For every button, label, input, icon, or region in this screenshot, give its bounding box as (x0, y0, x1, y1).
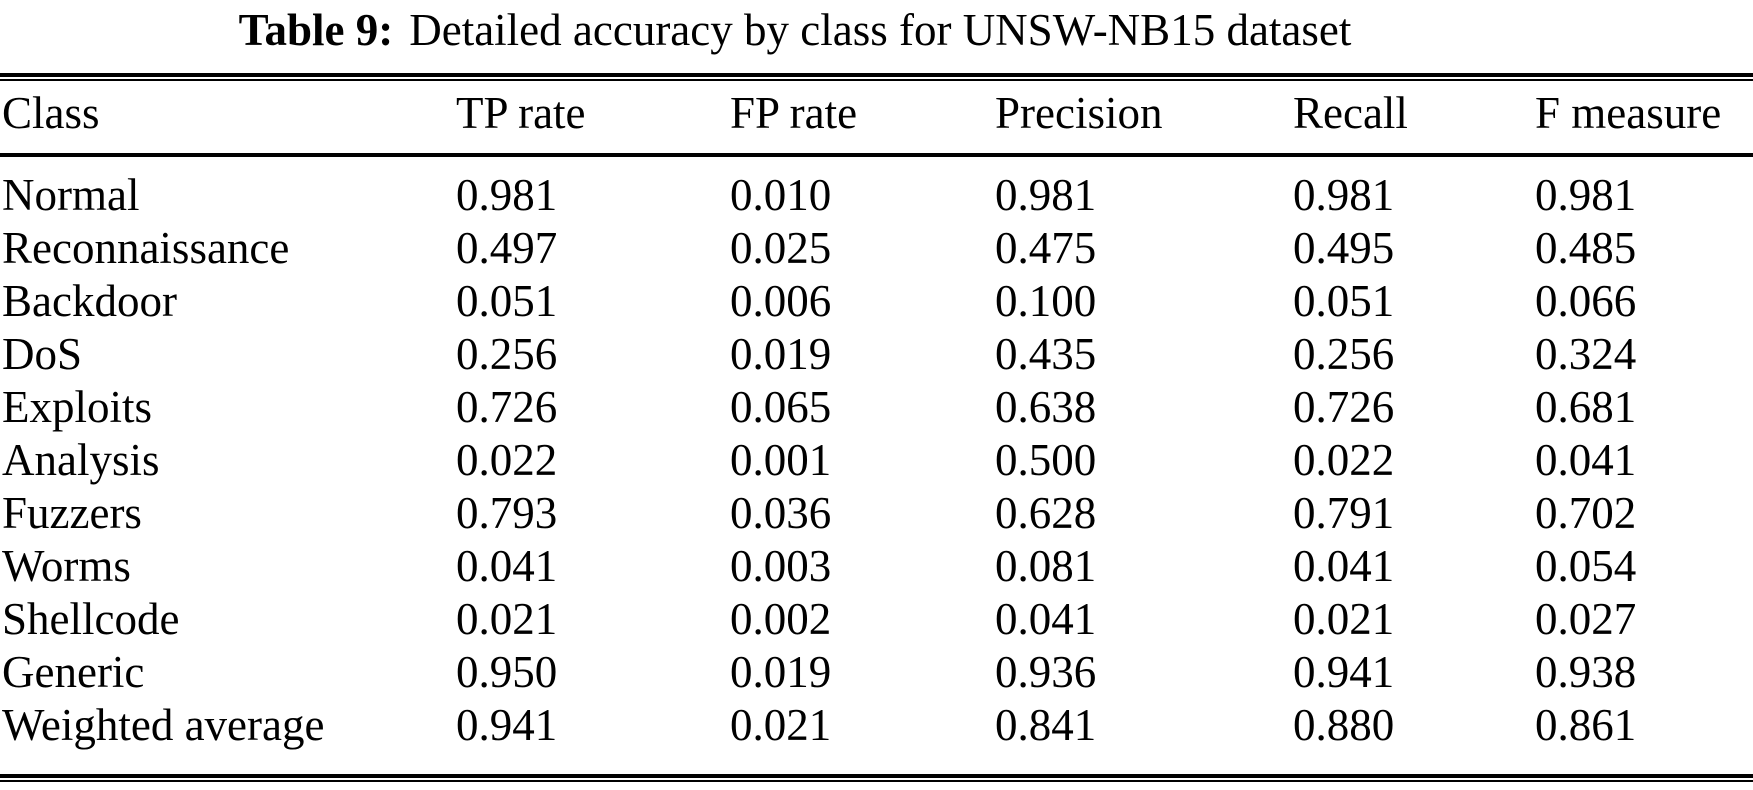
table-caption-label: Table 9: (238, 5, 394, 55)
cell-precision: 0.041 (995, 594, 1097, 644)
column-header-precision: Precision (995, 81, 1293, 157)
cell-f-measure: 0.702 (1535, 488, 1637, 538)
cell-fp-rate: 0.003 (730, 541, 832, 591)
table-row: Backdoor 0.051 0.006 0.100 0.051 0.066 (0, 275, 1753, 328)
cell-precision: 0.081 (995, 541, 1097, 591)
cell-recall: 0.791 (1293, 488, 1395, 538)
table-row: Fuzzers 0.793 0.036 0.628 0.791 0.702 (0, 487, 1753, 540)
column-header-class: Class (0, 81, 456, 157)
cell-class: Backdoor (2, 276, 177, 326)
cell-f-measure: 0.681 (1535, 382, 1637, 432)
cell-recall: 0.981 (1293, 170, 1395, 220)
cell-f-measure: 0.485 (1535, 223, 1637, 273)
cell-fp-rate: 0.019 (730, 329, 832, 379)
cell-precision: 0.475 (995, 223, 1097, 273)
cell-f-measure: 0.324 (1535, 329, 1637, 379)
cell-class: Reconnaissance (2, 223, 290, 273)
cell-precision: 0.638 (995, 382, 1097, 432)
table-caption: Table 9: Detailed accuracy by class for U… (0, 6, 1753, 54)
cell-class: Generic (2, 647, 145, 697)
cell-tp-rate: 0.981 (456, 170, 558, 220)
cell-precision: 0.841 (995, 700, 1097, 750)
cell-tp-rate: 0.726 (456, 382, 558, 432)
cell-tp-rate: 0.950 (456, 647, 558, 697)
cell-tp-rate: 0.497 (456, 223, 558, 273)
cell-precision: 0.981 (995, 170, 1097, 220)
cell-fp-rate: 0.010 (730, 170, 832, 220)
table-row: DoS 0.256 0.019 0.435 0.256 0.324 (0, 328, 1753, 381)
column-header-fp-rate: FP rate (730, 81, 995, 157)
cell-fp-rate: 0.006 (730, 276, 832, 326)
table-row: Exploits 0.726 0.065 0.638 0.726 0.681 (0, 381, 1753, 434)
paper-table-figure: Table 9: Detailed accuracy by class for U… (0, 6, 1753, 790)
cell-tp-rate: 0.022 (456, 435, 558, 485)
table-row: Normal 0.981 0.010 0.981 0.981 0.981 (0, 155, 1753, 222)
cell-class: Fuzzers (2, 488, 142, 538)
cell-fp-rate: 0.065 (730, 382, 832, 432)
cell-class: DoS (2, 329, 83, 379)
cell-tp-rate: 0.021 (456, 594, 558, 644)
table-caption-text: Detailed accuracy by class for UNSW-NB15… (409, 5, 1352, 55)
cell-fp-rate: 0.021 (730, 700, 832, 750)
cell-precision: 0.628 (995, 488, 1097, 538)
cell-recall: 0.256 (1293, 329, 1395, 379)
table-row: Shellcode 0.021 0.002 0.041 0.021 0.027 (0, 593, 1753, 646)
cell-recall: 0.051 (1293, 276, 1395, 326)
cell-recall: 0.495 (1293, 223, 1395, 273)
cell-fp-rate: 0.019 (730, 647, 832, 697)
cell-fp-rate: 0.036 (730, 488, 832, 538)
column-header-f-measure: F measure (1535, 81, 1753, 157)
table-row: Weighted average 0.941 0.021 0.841 0.880… (0, 699, 1753, 752)
cell-fp-rate: 0.001 (730, 435, 832, 485)
cell-class: Shellcode (2, 594, 180, 644)
cell-precision: 0.100 (995, 276, 1097, 326)
column-header-recall: Recall (1293, 81, 1535, 157)
cell-class: Exploits (2, 382, 153, 432)
cell-f-measure: 0.041 (1535, 435, 1637, 485)
table-top-rule (0, 73, 1753, 81)
cell-tp-rate: 0.256 (456, 329, 558, 379)
table-row: Analysis 0.022 0.001 0.500 0.022 0.041 (0, 434, 1753, 487)
cell-f-measure: 0.861 (1535, 700, 1637, 750)
cell-precision: 0.500 (995, 435, 1097, 485)
cell-fp-rate: 0.002 (730, 594, 832, 644)
cell-f-measure: 0.938 (1535, 647, 1637, 697)
cell-f-measure: 0.027 (1535, 594, 1637, 644)
table-bottom-rule (0, 774, 1753, 782)
cell-f-measure: 0.066 (1535, 276, 1637, 326)
cell-class: Weighted average (2, 700, 325, 750)
cell-fp-rate: 0.025 (730, 223, 832, 273)
cell-recall: 0.880 (1293, 700, 1395, 750)
table-row: Generic 0.950 0.019 0.936 0.941 0.938 (0, 646, 1753, 699)
cell-class: Worms (2, 541, 131, 591)
cell-tp-rate: 0.941 (456, 700, 558, 750)
table-row: Worms 0.041 0.003 0.081 0.041 0.054 (0, 540, 1753, 593)
cell-tp-rate: 0.793 (456, 488, 558, 538)
cell-tp-rate: 0.051 (456, 276, 558, 326)
cell-f-measure: 0.981 (1535, 170, 1637, 220)
cell-recall: 0.941 (1293, 647, 1395, 697)
cell-precision: 0.435 (995, 329, 1097, 379)
cell-precision: 0.936 (995, 647, 1097, 697)
cell-class: Analysis (2, 435, 160, 485)
table-header-row: Class TP rate FP rate Precision Recall F… (0, 81, 1753, 157)
accuracy-table: Class TP rate FP rate Precision Recall F… (0, 81, 1753, 752)
cell-f-measure: 0.054 (1535, 541, 1637, 591)
table-row: Reconnaissance 0.497 0.025 0.475 0.495 0… (0, 222, 1753, 275)
cell-tp-rate: 0.041 (456, 541, 558, 591)
cell-recall: 0.041 (1293, 541, 1395, 591)
column-header-tp-rate: TP rate (456, 81, 730, 157)
cell-class: Normal (2, 170, 140, 220)
cell-recall: 0.022 (1293, 435, 1395, 485)
cell-recall: 0.726 (1293, 382, 1395, 432)
cell-recall: 0.021 (1293, 594, 1395, 644)
